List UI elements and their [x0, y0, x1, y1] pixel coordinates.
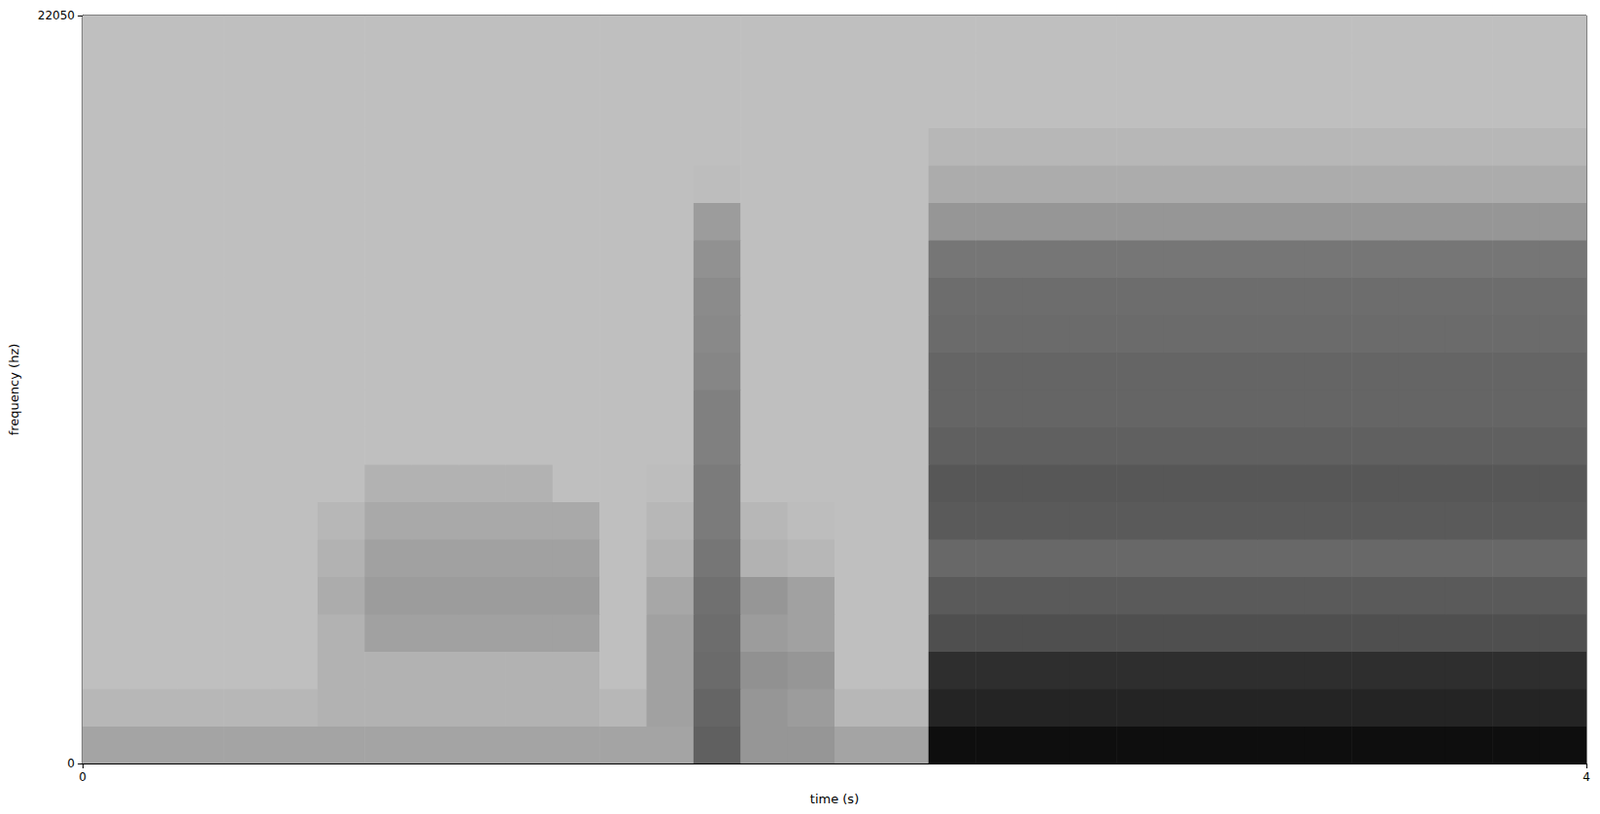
svg-text:0: 0: [78, 770, 87, 784]
svg-text:4: 4: [1582, 770, 1591, 784]
svg-text:22050: 22050: [37, 8, 75, 23]
svg-text:time (s): time (s): [810, 791, 859, 807]
svg-text:frequency (hz): frequency (hz): [6, 343, 22, 437]
svg-text:0: 0: [67, 756, 75, 771]
